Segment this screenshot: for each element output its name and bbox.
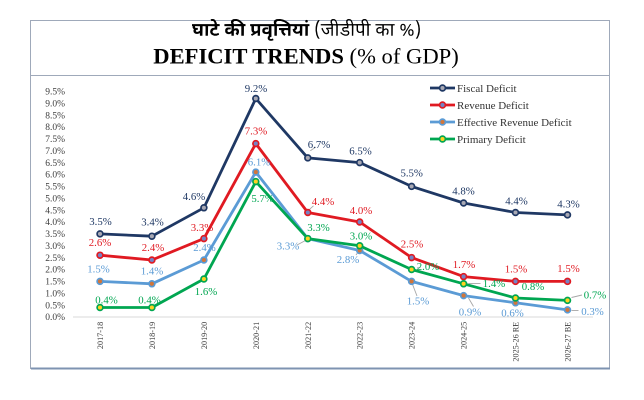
svg-text:0.4%: 0.4% (95, 294, 118, 306)
svg-text:1.5%: 1.5% (45, 278, 65, 288)
svg-text:8.5%: 8.5% (45, 111, 65, 121)
svg-text:2023-24: 2023-24 (408, 322, 417, 349)
svg-text:4.0%: 4.0% (350, 205, 373, 217)
svg-text:1.5%: 1.5% (505, 264, 528, 276)
svg-text:0.8%: 0.8% (522, 281, 545, 293)
svg-text:2.5%: 2.5% (401, 238, 424, 250)
svg-text:2024-25: 2024-25 (460, 322, 469, 349)
svg-text:Effective Revenue Deficit: Effective Revenue Deficit (457, 117, 572, 129)
svg-text:2021-22: 2021-22 (304, 322, 313, 349)
svg-text:1.7%: 1.7% (453, 259, 476, 271)
svg-text:9.2%: 9.2% (245, 83, 268, 95)
svg-text:Primary Deficit: Primary Deficit (457, 134, 526, 146)
svg-text:5.5%: 5.5% (400, 167, 423, 179)
svg-text:2.8%: 2.8% (337, 254, 360, 266)
svg-text:6.7%: 6.7% (308, 139, 331, 151)
svg-text:6.1%: 6.1% (248, 156, 271, 168)
svg-text:2.4%: 2.4% (142, 242, 165, 254)
svg-text:0.5%: 0.5% (45, 301, 65, 311)
svg-text:0.4%: 0.4% (138, 294, 161, 306)
svg-text:0.6%: 0.6% (501, 307, 524, 319)
svg-text:2.5%: 2.5% (45, 254, 65, 264)
svg-text:2.0%: 2.0% (417, 261, 440, 273)
svg-text:9.5%: 9.5% (45, 88, 65, 98)
svg-text:6.5%: 6.5% (45, 159, 65, 169)
svg-text:4.3%: 4.3% (557, 198, 580, 210)
svg-text:3.3%: 3.3% (191, 222, 214, 234)
svg-text:Fiscal Deficit: Fiscal Deficit (457, 83, 517, 95)
svg-text:3.3%: 3.3% (277, 240, 300, 252)
svg-text:4.6%: 4.6% (183, 191, 206, 203)
svg-text:5.5%: 5.5% (45, 183, 65, 193)
svg-text:1.0%: 1.0% (45, 289, 65, 299)
svg-text:3.0%: 3.0% (350, 230, 373, 242)
svg-text:5.0%: 5.0% (45, 194, 65, 204)
svg-text:4.0%: 4.0% (45, 218, 65, 228)
svg-text:3.0%: 3.0% (45, 242, 65, 252)
svg-text:Revenue Deficit: Revenue Deficit (457, 100, 529, 112)
svg-text:0.3%: 0.3% (581, 306, 604, 318)
svg-text:4.4%: 4.4% (312, 196, 335, 208)
svg-text:2022-23: 2022-23 (356, 322, 365, 349)
svg-text:2026-27 BE: 2026-27 BE (564, 322, 573, 362)
svg-text:7.0%: 7.0% (45, 147, 65, 157)
svg-text:2020-21: 2020-21 (252, 322, 261, 349)
svg-text:2025-26 RE: 2025-26 RE (512, 322, 521, 362)
svg-text:2.0%: 2.0% (45, 266, 65, 276)
svg-text:8.0%: 8.0% (45, 123, 65, 133)
svg-text:0.7%: 0.7% (584, 289, 607, 301)
svg-text:4.4%: 4.4% (505, 195, 528, 207)
svg-text:2017-18: 2017-18 (96, 322, 105, 349)
svg-text:1.4%: 1.4% (483, 278, 506, 290)
svg-text:3.4%: 3.4% (141, 216, 164, 228)
svg-text:DEFICIT TRENDS (% of GDP): DEFICIT TRENDS (% of GDP) (153, 44, 459, 69)
svg-text:0.0%: 0.0% (45, 313, 65, 323)
svg-text:4.8%: 4.8% (452, 185, 475, 197)
svg-text:9.0%: 9.0% (45, 100, 65, 110)
svg-text:0.9%: 0.9% (459, 306, 482, 318)
svg-text:7.5%: 7.5% (45, 135, 65, 145)
svg-text:2.4%: 2.4% (193, 242, 216, 254)
svg-text:3.5%: 3.5% (45, 230, 65, 240)
svg-text:5.7%: 5.7% (251, 193, 274, 205)
svg-text:1.5%: 1.5% (87, 263, 110, 275)
svg-text:2018-19: 2018-19 (148, 322, 157, 349)
svg-text:2.6%: 2.6% (89, 237, 112, 249)
svg-text:1.6%: 1.6% (195, 286, 218, 298)
svg-text:1.4%: 1.4% (141, 265, 164, 277)
svg-text:3.5%: 3.5% (89, 216, 112, 228)
svg-text:1.5%: 1.5% (407, 296, 430, 308)
svg-text:7.3%: 7.3% (245, 125, 268, 137)
svg-text:6.5%: 6.5% (349, 145, 372, 157)
svg-text:4.5%: 4.5% (45, 206, 65, 216)
svg-text:1.5%: 1.5% (557, 263, 580, 275)
svg-text:6.0%: 6.0% (45, 171, 65, 181)
svg-text:2019-20: 2019-20 (200, 322, 209, 349)
svg-text:3.3%: 3.3% (307, 222, 330, 234)
